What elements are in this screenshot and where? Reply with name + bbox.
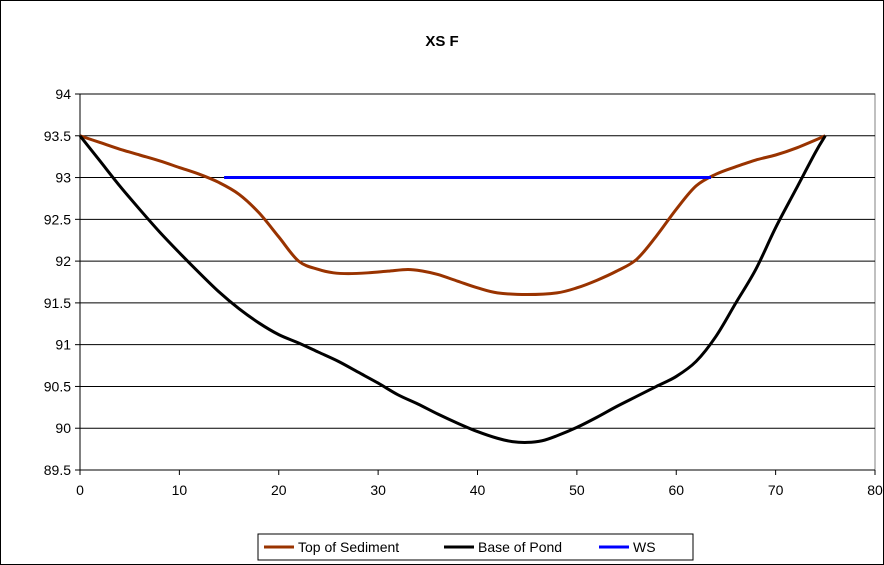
x-tick-label: 30: [370, 482, 386, 498]
legend-label-ws: WS: [633, 539, 656, 555]
y-tick-label: 91.5: [44, 295, 71, 311]
y-tick-label: 90: [55, 420, 71, 436]
x-tick-label: 50: [569, 482, 585, 498]
x-tick-label: 40: [470, 482, 486, 498]
y-tick-label: 89.5: [44, 462, 71, 478]
y-tick-label: 93: [55, 170, 71, 186]
axes: 89.5 90 90.5 91 91.5 92 92.5 93 93.5 94 0 10 20 30 40 5…: [44, 86, 883, 498]
series-layer: [78, 134, 827, 444]
y-tick-label: 92.5: [44, 211, 71, 227]
x-tick-label: 60: [668, 482, 684, 498]
x-tick-label: 20: [271, 482, 287, 498]
series-line-base-of-pond: [78, 134, 827, 444]
legend: Top of Sediment Base of Pond WS: [257, 533, 694, 561]
x-tick-label: 70: [768, 482, 784, 498]
y-tick-label: 92: [55, 253, 71, 269]
x-tick-label: 10: [172, 482, 188, 498]
chart-title: XS F: [425, 33, 458, 50]
y-tick-label: 91: [55, 337, 71, 353]
y-tick-label: 94: [55, 86, 71, 102]
legend-label-base-of-pond: Base of Pond: [478, 539, 562, 555]
legend-label-top-of-sediment: Top of Sediment: [298, 539, 399, 555]
plot-area: [79, 93, 876, 471]
x-tick-label: 80: [867, 482, 883, 498]
series-line-top-of-sediment: [79, 134, 826, 297]
gridlines: [80, 93, 875, 429]
y-tick-label: 93.5: [44, 128, 71, 144]
x-tick-label: 0: [76, 482, 84, 498]
y-tick-label: 90.5: [44, 378, 71, 394]
